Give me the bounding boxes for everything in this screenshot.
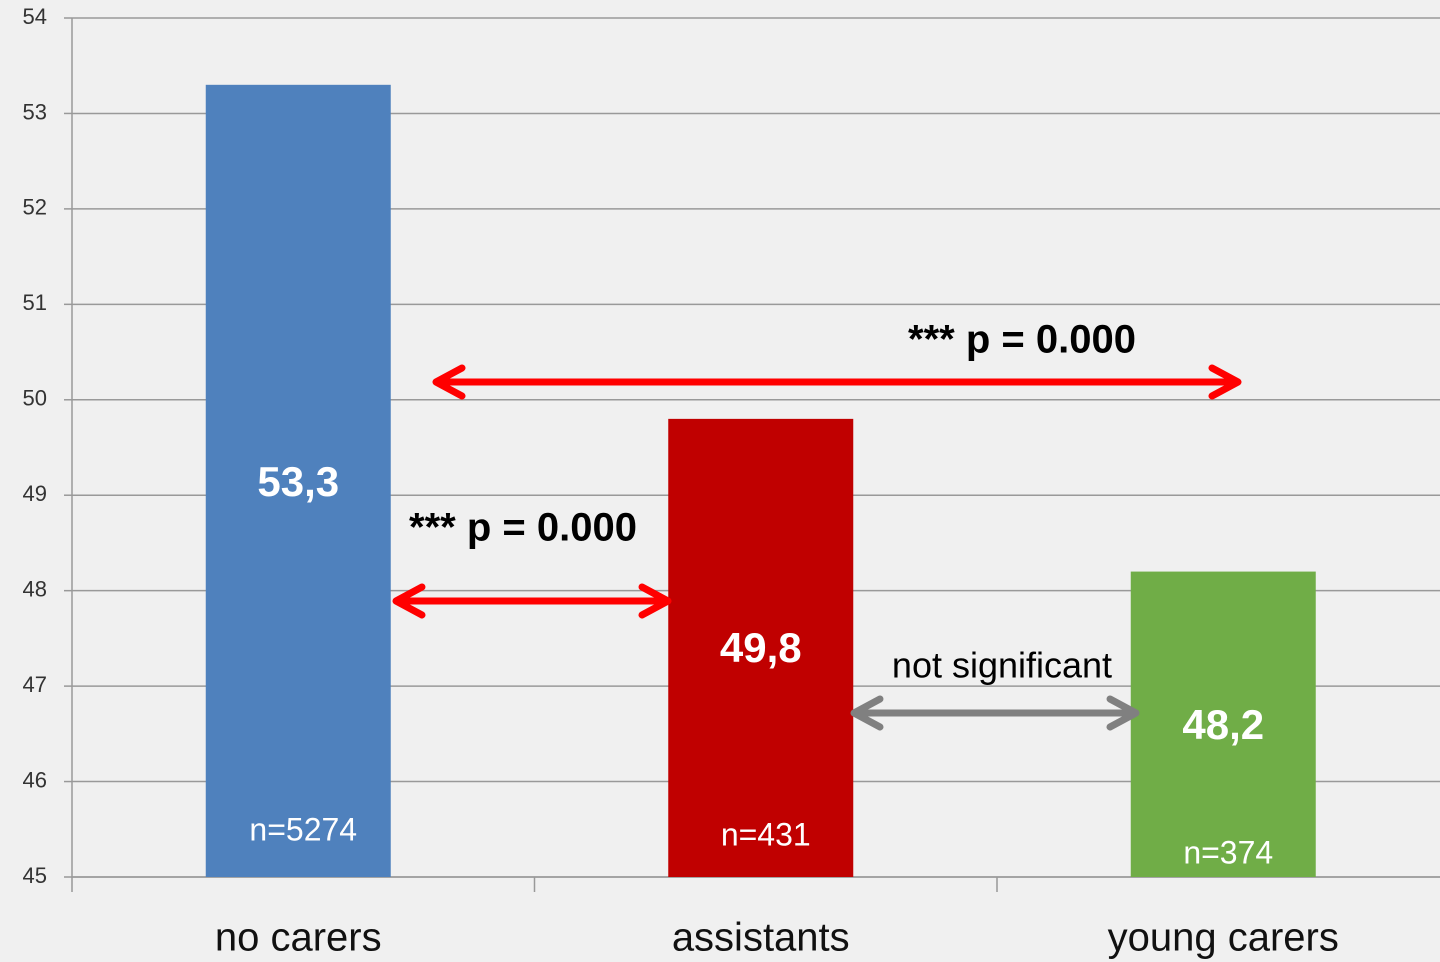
comparison-label: *** p = 0.000 bbox=[409, 506, 637, 550]
n-label: n=374 bbox=[1183, 834, 1273, 870]
arrow-head bbox=[1106, 695, 1140, 731]
arrow-head bbox=[638, 583, 672, 619]
data-label: 49,8 bbox=[720, 624, 802, 671]
comparison-label: *** p = 0.000 bbox=[908, 318, 1136, 362]
y-tick-label: 45 bbox=[23, 863, 47, 888]
y-tick-label: 47 bbox=[23, 672, 47, 697]
comparison-label: not significant bbox=[892, 645, 1112, 686]
data-label: 53,3 bbox=[257, 458, 339, 505]
y-tick-label: 48 bbox=[23, 576, 47, 601]
y-tick-label: 49 bbox=[23, 481, 47, 506]
bar bbox=[1130, 571, 1316, 877]
y-tick-label: 50 bbox=[23, 386, 47, 411]
data-label: 48,2 bbox=[1182, 701, 1264, 748]
y-tick-label: 52 bbox=[23, 195, 47, 220]
y-tick-label: 51 bbox=[23, 290, 47, 315]
bar bbox=[668, 418, 854, 877]
arrow-head bbox=[1208, 364, 1242, 400]
n-label: n=5274 bbox=[249, 811, 357, 847]
n-label: n=431 bbox=[721, 816, 811, 852]
x-tick-label: young carers bbox=[1108, 916, 1339, 960]
x-tick-label: no carers bbox=[215, 916, 382, 960]
arrow-head bbox=[392, 583, 426, 619]
arrow-head bbox=[850, 695, 884, 731]
arrow-head bbox=[432, 364, 466, 400]
y-tick-label: 46 bbox=[23, 767, 47, 792]
bar bbox=[205, 84, 391, 878]
y-tick-label: 54 bbox=[23, 4, 47, 29]
y-tick-label: 53 bbox=[23, 99, 47, 124]
x-tick-label: assistants bbox=[672, 916, 850, 960]
